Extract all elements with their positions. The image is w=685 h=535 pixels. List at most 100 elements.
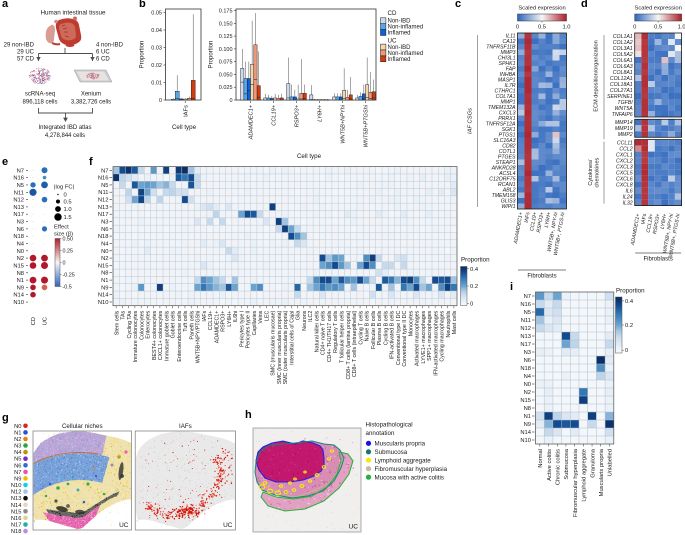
svg-text:IL24: IL24 bbox=[623, 195, 633, 201]
svg-text:MMP1: MMP1 bbox=[501, 100, 516, 106]
svg-text:ILC2: ILC2 bbox=[308, 311, 314, 322]
svg-text:MMP14: MMP14 bbox=[615, 120, 633, 126]
svg-text:IL32: IL32 bbox=[623, 201, 633, 207]
svg-text:N16: N16 bbox=[520, 302, 531, 308]
svg-text:Immature goblet cells: Immature goblet cells bbox=[164, 310, 170, 361]
svg-text:1.5: 1.5 bbox=[64, 215, 72, 221]
svg-text:UC: UC bbox=[119, 522, 129, 529]
svg-text:6 UC: 6 UC bbox=[96, 50, 110, 56]
svg-text:IL7R: IL7R bbox=[505, 83, 516, 89]
svg-text:Cellular niches: Cellular niches bbox=[62, 423, 103, 430]
svg-text:CD: CD bbox=[31, 317, 37, 325]
svg-text:WIPI1: WIPI1 bbox=[501, 204, 515, 210]
svg-text:RSPO3+: RSPO3+ bbox=[295, 104, 301, 127]
svg-text:Paneth cells: Paneth cells bbox=[189, 310, 195, 339]
svg-text:N3: N3 bbox=[101, 220, 108, 226]
svg-text:0.175: 0.175 bbox=[219, 9, 233, 15]
svg-text:CD4+ TH1/TH17 cells: CD4+ TH1/TH17 cells bbox=[327, 310, 333, 362]
svg-text:N14: N14 bbox=[98, 293, 109, 299]
svg-text:|log FC|: |log FC| bbox=[54, 185, 74, 191]
svg-text:N13: N13 bbox=[98, 205, 109, 211]
svg-text:Follicular B cells: Follicular B cells bbox=[371, 310, 377, 349]
svg-text:N6: N6 bbox=[14, 463, 21, 469]
svg-text:N18: N18 bbox=[520, 366, 531, 372]
svg-text:C12ORF75: C12ORF75 bbox=[489, 177, 515, 183]
svg-text:SERPINE1: SERPINE1 bbox=[607, 94, 633, 100]
svg-text:Glia: Glia bbox=[296, 311, 302, 320]
svg-text:Pericytes type II: Pericytes type II bbox=[246, 311, 252, 349]
svg-text:N15: N15 bbox=[13, 263, 24, 269]
svg-text:WNT5B+NPY/PTGShi: WNT5B+NPY/PTGShi bbox=[196, 311, 202, 364]
svg-text:PTGES: PTGES bbox=[498, 155, 516, 161]
svg-text:N5: N5 bbox=[14, 457, 21, 463]
svg-text:0.150: 0.150 bbox=[219, 21, 233, 27]
svg-text:Proportion: Proportion bbox=[209, 41, 215, 69]
svg-text:Cycling B cells: Cycling B cells bbox=[383, 310, 389, 345]
svg-text:CD8+ T cells (intraepithelial): CD8+ T cells (intraepithelial) bbox=[352, 310, 358, 377]
svg-text:TNFRSF12A: TNFRSF12A bbox=[486, 122, 516, 128]
svg-text:N17: N17 bbox=[13, 212, 24, 218]
svg-text:Regulatory T cells: Regulatory T cells bbox=[333, 310, 339, 353]
svg-text:N16: N16 bbox=[98, 176, 109, 182]
svg-text:IL11: IL11 bbox=[506, 34, 516, 40]
svg-text:N3: N3 bbox=[14, 444, 21, 450]
svg-text:0.5: 0.5 bbox=[654, 25, 662, 31]
svg-text:COTL1: COTL1 bbox=[499, 149, 516, 155]
svg-text:Effect: Effect bbox=[54, 225, 69, 231]
svg-text:LYVE1+ macrophages: LYVE1+ macrophages bbox=[421, 310, 427, 363]
svg-text:Scaled expression: Scaled expression bbox=[518, 6, 565, 12]
svg-text:Colonocytes: Colonocytes bbox=[139, 310, 145, 339]
svg-text:Muscularis propria: Muscularis propria bbox=[599, 448, 605, 496]
svg-text:Submucosa: Submucosa bbox=[564, 448, 570, 479]
svg-text:RCAN1: RCAN1 bbox=[498, 182, 516, 188]
svg-text:Interstitial cells of Cajal: Interstitial cells of Cajal bbox=[289, 311, 295, 365]
svg-text:N2: N2 bbox=[524, 390, 531, 396]
svg-text:N15: N15 bbox=[98, 263, 109, 269]
svg-text:COL8A1: COL8A1 bbox=[613, 70, 633, 76]
svg-text:0.01: 0.01 bbox=[151, 81, 162, 87]
svg-text:N14: N14 bbox=[11, 503, 22, 509]
svg-text:N11: N11 bbox=[521, 318, 531, 324]
svg-text:IFN-activated B cells: IFN-activated B cells bbox=[390, 310, 396, 359]
svg-text:0.100: 0.100 bbox=[219, 47, 233, 53]
svg-text:N0: N0 bbox=[17, 249, 24, 255]
svg-text:Neurons: Neurons bbox=[302, 310, 308, 330]
svg-text:CXCL2: CXCL2 bbox=[616, 159, 633, 165]
svg-text:SMC (inner muscularis propria): SMC (inner muscularis propria) bbox=[277, 310, 283, 384]
svg-text:0.5: 0.5 bbox=[64, 200, 72, 206]
svg-text:Integrated IBD atlas: Integrated IBD atlas bbox=[38, 125, 91, 131]
svg-text:LY6H+: LY6H+ bbox=[227, 311, 233, 327]
svg-text:CCL19+: CCL19+ bbox=[208, 311, 214, 331]
svg-text:N6: N6 bbox=[17, 227, 24, 233]
svg-text:N8: N8 bbox=[17, 271, 24, 277]
svg-text:IAFs: IAFs bbox=[640, 213, 648, 225]
svg-text:4 non-IBD: 4 non-IBD bbox=[96, 43, 124, 49]
svg-text:CD: CD bbox=[388, 10, 397, 17]
svg-text:SGK1: SGK1 bbox=[502, 127, 516, 133]
svg-text:Cycling TAs: Cycling TAs bbox=[127, 310, 133, 338]
svg-text:TNFRSF11B: TNFRSF11B bbox=[486, 45, 516, 51]
svg-text:Inflamed: Inflamed bbox=[388, 31, 411, 37]
svg-text:0.50: 0.50 bbox=[63, 237, 74, 243]
svg-text:N2: N2 bbox=[101, 256, 108, 262]
svg-text:Tuft cells: Tuft cells bbox=[183, 310, 189, 331]
svg-text:6 CD: 6 CD bbox=[96, 57, 110, 63]
svg-text:N9: N9 bbox=[17, 285, 24, 291]
svg-text:FAP: FAP bbox=[506, 67, 516, 73]
svg-text:Fibroblasts: Fibroblasts bbox=[643, 257, 672, 263]
svg-text:CXCL1+ colonocytes: CXCL1+ colonocytes bbox=[158, 310, 164, 360]
svg-text:ABL2: ABL2 bbox=[502, 188, 516, 194]
svg-text:N9: N9 bbox=[524, 422, 531, 428]
svg-text:Proportion: Proportion bbox=[140, 41, 146, 69]
svg-text:IFN-activated macrophages: IFN-activated macrophages bbox=[433, 310, 439, 375]
svg-text:N18: N18 bbox=[13, 234, 24, 240]
svg-text:29 UC: 29 UC bbox=[17, 50, 35, 56]
svg-text:0: 0 bbox=[633, 25, 636, 31]
svg-text:0.2: 0.2 bbox=[625, 323, 633, 329]
svg-text:COL18A1: COL18A1 bbox=[610, 82, 633, 88]
svg-text:ECM deposition/organization: ECM deposition/organization bbox=[594, 40, 600, 112]
svg-text:0.25: 0.25 bbox=[63, 249, 74, 255]
svg-text:ADAMDEC1+: ADAMDEC1+ bbox=[513, 212, 525, 245]
svg-text:-0.25: -0.25 bbox=[63, 273, 75, 279]
svg-text:1.0: 1.0 bbox=[64, 207, 72, 213]
